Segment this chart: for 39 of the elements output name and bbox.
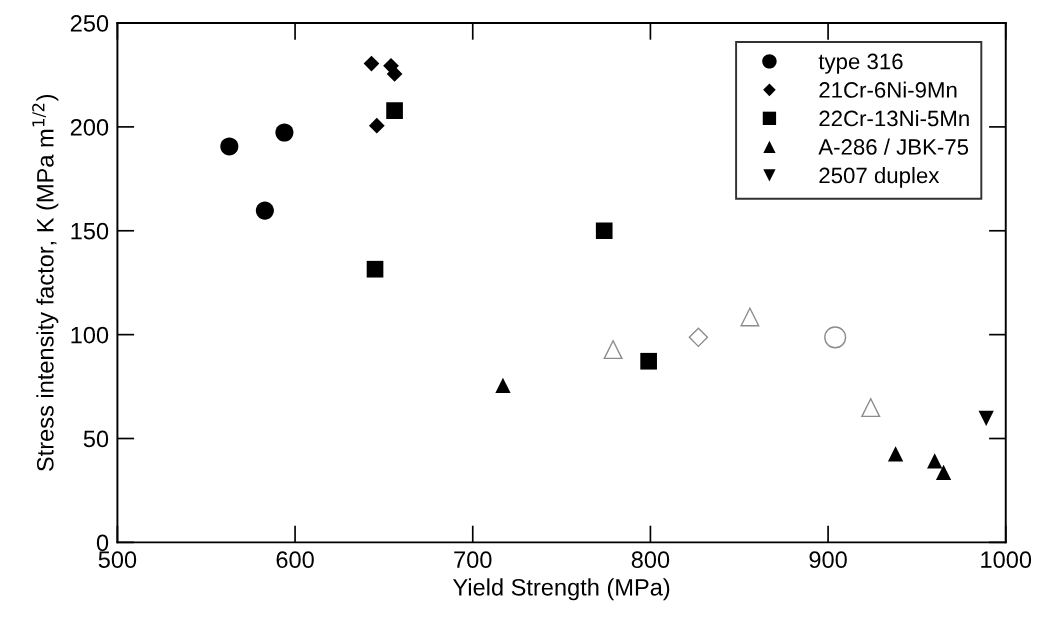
x-tick-label: 1000 <box>981 551 1032 569</box>
y-tick-label: 200 <box>70 118 109 136</box>
x-tick-label: 600 <box>276 551 314 569</box>
point <box>978 410 994 426</box>
point <box>640 352 657 370</box>
point <box>595 222 613 240</box>
x-tick-label: 700 <box>454 551 492 569</box>
point <box>366 260 384 278</box>
x-tick-label: 900 <box>809 551 847 569</box>
point <box>386 102 403 120</box>
point <box>220 137 239 156</box>
y-tick-label: 0 <box>96 534 109 552</box>
x-axis-title: Yield Strength (MPa) <box>452 578 670 601</box>
legend-label: 21Cr-6Ni-9Mn <box>819 81 957 98</box>
y-tick-label: 150 <box>71 222 109 240</box>
point <box>861 398 881 418</box>
y-tick-label: 50 <box>83 430 109 448</box>
x-tick-label: 500 <box>98 551 137 569</box>
point <box>363 55 380 72</box>
point <box>688 327 709 348</box>
point <box>495 377 511 393</box>
y-tick-label: 100 <box>71 326 109 344</box>
point <box>824 326 847 349</box>
point <box>603 340 623 360</box>
point <box>368 117 385 134</box>
point <box>935 464 952 481</box>
point <box>275 123 294 142</box>
y-tick-label: 250 <box>70 15 109 32</box>
point <box>386 66 403 82</box>
y-axis-title: Stress intensity factor, K (MPa m$^{1/2}$) <box>32 95 59 471</box>
point <box>740 307 760 327</box>
legend-label: A-286 / JBK-75 <box>818 138 969 155</box>
x-tick-label: 800 <box>631 551 670 569</box>
point <box>927 453 943 469</box>
legend-label: type 316 <box>818 53 903 74</box>
point <box>255 201 274 220</box>
legend-label: 22Cr-13Ni-5Mn <box>819 110 969 127</box>
legend-label: 2507 duplex <box>819 167 940 188</box>
point <box>887 446 904 462</box>
